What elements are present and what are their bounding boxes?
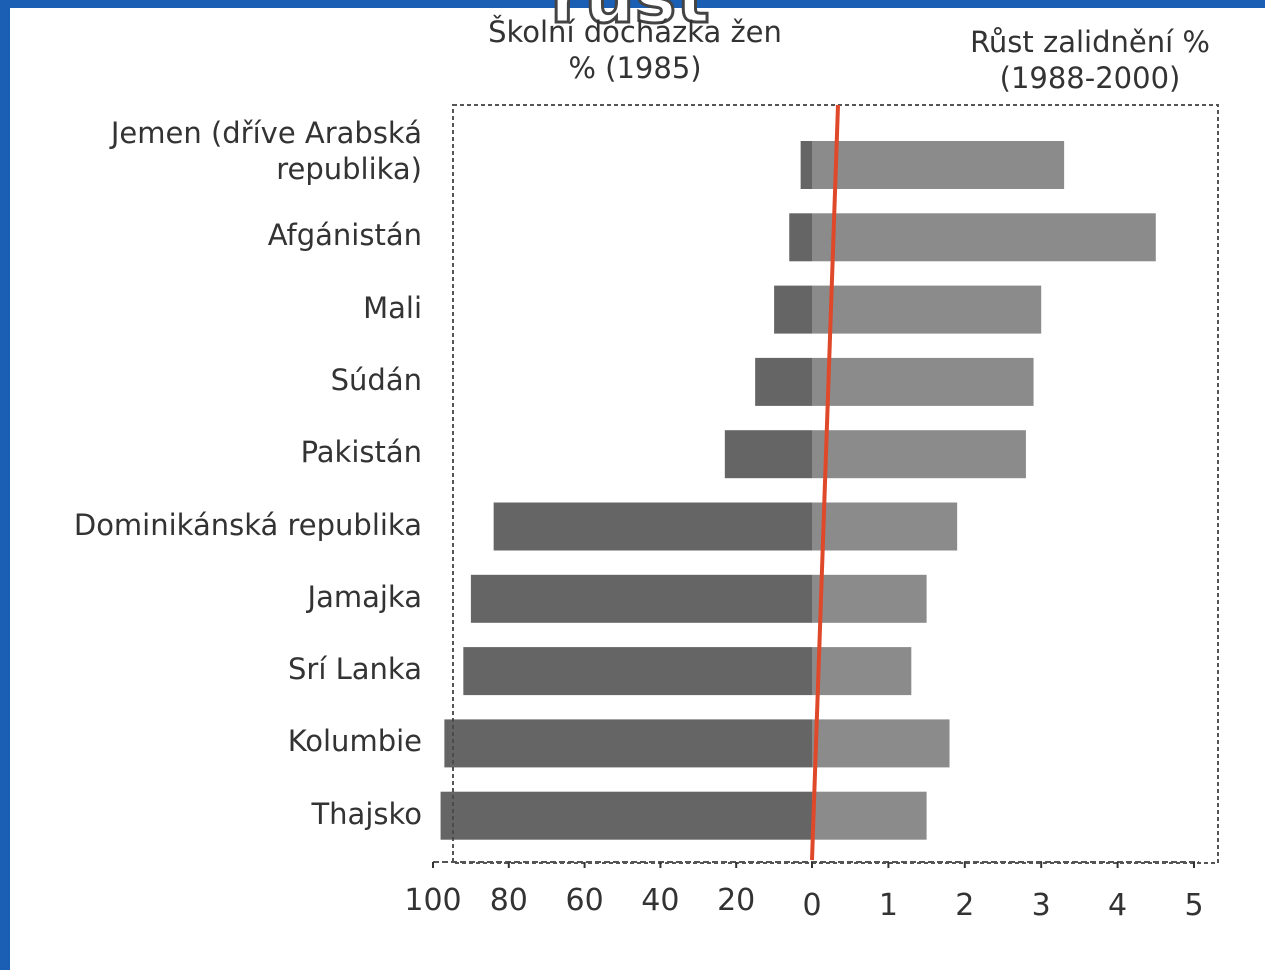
- category-label: Jamajka: [307, 579, 422, 614]
- category-label: Dominikánská republika: [73, 507, 422, 542]
- bar: [812, 647, 912, 696]
- bar: [812, 502, 958, 551]
- bar: [812, 213, 1156, 262]
- category-label: Jemen (dříve Arabská republika): [110, 116, 422, 186]
- x2-tick-label: 5: [1184, 888, 1203, 923]
- bar: [789, 213, 812, 262]
- x2-tick-label: 4: [1108, 888, 1127, 923]
- bar: [463, 647, 812, 696]
- x-tick-label: 60: [566, 883, 604, 918]
- series-name: Školní docházka žen % (1985): [488, 15, 782, 85]
- bar: [470, 574, 812, 623]
- plot-frame: [452, 104, 1219, 864]
- x2-tick-label: 0: [802, 888, 821, 923]
- bar: [812, 791, 927, 840]
- bar: [493, 502, 812, 551]
- x2-tick-label: 1: [879, 888, 898, 923]
- bar: [812, 430, 1026, 479]
- x2-tick-label: 3: [1032, 888, 1051, 923]
- category-label: Thajsko: [311, 796, 422, 831]
- x-tick-label: 80: [490, 883, 528, 918]
- zero-line: [810, 104, 840, 861]
- bar: [812, 285, 1042, 334]
- category-label: Srí Lanka: [288, 652, 422, 687]
- bar: [724, 430, 812, 479]
- series-name: Růst zalidnění % (1988-2000): [970, 25, 1210, 95]
- x-tick-label: 20: [717, 883, 755, 918]
- category-label: Afgánistán: [267, 218, 422, 253]
- x2-tick-label: 2: [955, 888, 974, 923]
- bar: [755, 357, 812, 406]
- bar: [812, 574, 927, 623]
- bar: [812, 719, 950, 768]
- category-label: Kolumbie: [287, 724, 422, 759]
- bar: [444, 719, 812, 768]
- bar: [440, 791, 812, 840]
- category-label: Mali: [363, 290, 422, 325]
- bar: [774, 285, 812, 334]
- bar: [812, 357, 1034, 406]
- x-tick-label: 40: [641, 883, 679, 918]
- bar: [800, 141, 812, 189]
- x-tick-label: 100: [404, 883, 461, 918]
- category-label: Súdán: [330, 362, 422, 397]
- bar: [812, 141, 1065, 189]
- chart-title: rust: [550, 0, 709, 39]
- category-label: Pakistán: [300, 435, 422, 470]
